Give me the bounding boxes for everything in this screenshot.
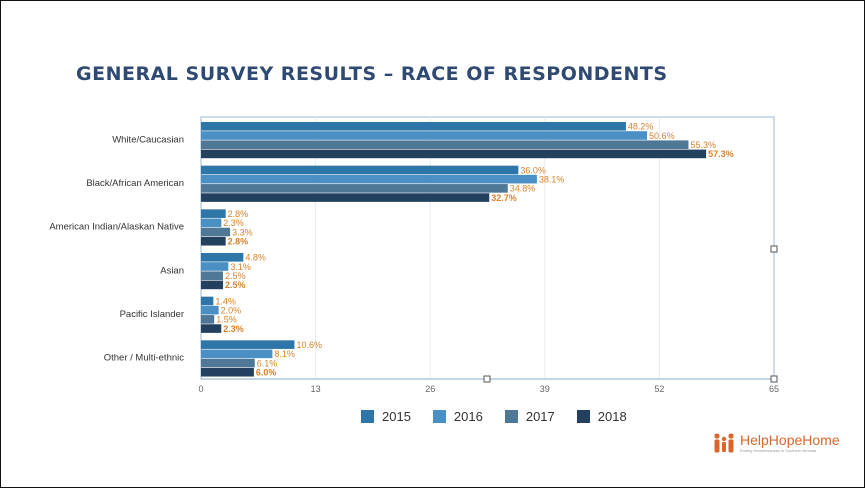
bar <box>201 149 707 159</box>
data-label: 2.8% <box>228 237 249 247</box>
data-label: 50.6% <box>649 131 675 141</box>
bar <box>201 193 490 202</box>
category-label: American Indian/Alaskan Native <box>49 222 184 233</box>
data-label: 2.5% <box>225 280 246 290</box>
x-tick-label: 26 <box>425 384 435 394</box>
bar <box>201 324 222 333</box>
data-label: 8.1% <box>274 349 295 359</box>
legend-swatch <box>504 410 518 423</box>
bar <box>201 296 214 306</box>
bar <box>201 131 648 140</box>
legend-item[interactable]: 2017 <box>504 409 555 424</box>
bar <box>201 358 255 368</box>
bar <box>201 340 295 349</box>
data-label: 1.4% <box>215 296 236 306</box>
bar <box>201 305 219 315</box>
category-label: Asian <box>160 265 184 276</box>
legend-label: 2018 <box>597 409 627 424</box>
family-icon <box>714 433 734 453</box>
category-label: White/Caucasian <box>112 134 184 145</box>
bar <box>201 349 273 359</box>
x-tick-label: 0 <box>198 384 203 394</box>
data-label: 6.1% <box>257 358 278 368</box>
chart-legend: 2015 2016 2017 2018 <box>361 409 627 424</box>
legend-swatch <box>361 410 374 423</box>
bar <box>201 218 222 228</box>
resize-handle[interactable] <box>770 375 778 383</box>
data-label: 1.5% <box>216 315 237 325</box>
logo-name: HelpHopeHome <box>740 432 840 448</box>
data-label: 10.6% <box>296 340 322 350</box>
data-label: 57.3% <box>708 149 734 159</box>
legend-label: 2016 <box>453 409 483 424</box>
data-label: 4.8% <box>245 253 266 263</box>
bar <box>201 271 224 280</box>
data-label: 2.8% <box>228 209 249 219</box>
data-label: 3.3% <box>232 227 253 237</box>
bar <box>201 280 224 290</box>
helphopehome-logo: HelpHopeHome Ending Homelessness in Sout… <box>712 432 840 454</box>
bar <box>201 184 508 193</box>
category-label: Black/African American <box>86 178 184 189</box>
legend-item[interactable]: 2015 <box>361 409 411 424</box>
logo-tagline: Ending Homelessness in Southern Nevada <box>740 448 817 453</box>
bar <box>201 209 226 218</box>
data-label: 34.8% <box>510 184 536 194</box>
legend-swatch <box>432 410 446 423</box>
category-label: Pacific Islander <box>120 309 184 320</box>
legend-label: 2015 <box>382 409 411 424</box>
legend-item[interactable]: 2018 <box>576 409 627 424</box>
bar <box>201 174 537 184</box>
bar <box>201 367 254 377</box>
bar <box>201 122 626 131</box>
data-label: 6.0% <box>256 368 277 378</box>
bar <box>201 253 244 262</box>
legend-swatch <box>576 410 590 423</box>
bar <box>201 140 689 149</box>
data-label: 55.3% <box>690 140 716 150</box>
x-tick-label: 39 <box>540 384 550 394</box>
bar <box>201 227 231 237</box>
x-tick-label: 13 <box>311 384 321 394</box>
category-label: Other / Multi-ethnic <box>104 353 184 364</box>
resize-handle[interactable] <box>770 245 778 253</box>
data-label: 48.2% <box>628 122 654 132</box>
data-label: 2.3% <box>223 218 244 228</box>
data-label: 36.0% <box>520 165 546 175</box>
bar <box>201 236 226 246</box>
x-tick-label: 52 <box>654 384 664 394</box>
legend-item[interactable]: 2016 <box>432 409 483 424</box>
data-label: 3.1% <box>230 262 251 272</box>
data-label: 2.5% <box>225 271 246 281</box>
resize-handle[interactable] <box>483 375 491 383</box>
legend-label: 2017 <box>525 409 555 424</box>
x-tick-label: 65 <box>769 384 779 394</box>
slide-title: GENERAL SURVEY RESULTS – RACE OF RESPOND… <box>76 63 668 85</box>
bar <box>201 262 229 271</box>
data-label: 2.3% <box>223 324 244 334</box>
data-label: 2.0% <box>221 305 242 315</box>
data-label: 32.7% <box>491 193 517 203</box>
bar <box>201 315 215 324</box>
bar <box>201 165 519 175</box>
data-label: 38.1% <box>539 174 565 184</box>
